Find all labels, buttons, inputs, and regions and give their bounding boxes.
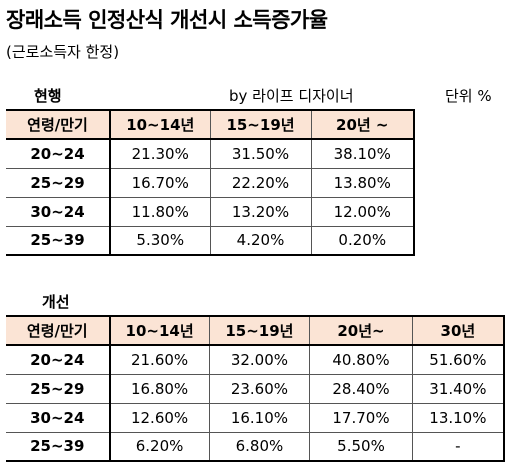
table-cell: 23.60% — [208, 374, 310, 403]
page-subtitle: (근로소득자 한정) — [6, 43, 120, 61]
table-row: 20~24 21.30% 31.50% 38.10% — [6, 139, 415, 168]
current-section-label: 현행 — [34, 87, 62, 105]
header-cell: 연령/만기 — [6, 110, 111, 139]
table-cell: 28.40% — [309, 374, 413, 403]
header-cell: 10~14년 — [109, 316, 210, 345]
table-cell: 32.00% — [208, 345, 310, 374]
table-cell: 13.10% — [411, 403, 505, 432]
row-label: 20~24 — [6, 345, 111, 374]
table-cell: - — [411, 432, 505, 461]
table-cell: 4.20% — [209, 226, 311, 255]
byline: by 라이프 디자이너 — [229, 87, 354, 105]
table-cell: 16.70% — [131, 173, 189, 192]
row-label: 25~39 — [6, 432, 111, 461]
table-row: 25~39 6.20% 6.80% 5.50% - — [6, 432, 505, 461]
header-cell: 10~14년 — [110, 110, 210, 139]
unit-label: 단위 % — [445, 87, 492, 105]
table-cell: 12.00% — [310, 197, 415, 226]
table-row: 25~29 16.80% 23.60% 28.40% 31.40% — [6, 374, 505, 403]
table-row: 20~24 21.60% 32.00% 40.80% 51.60% — [6, 345, 505, 374]
table-cell: 11.80% — [131, 202, 189, 221]
row-label: 25~39 — [6, 226, 111, 255]
row-label: 30~24 — [6, 403, 111, 432]
table-row: 30~24 12.60% 16.10% 17.70% 13.10% — [6, 403, 505, 432]
table-cell: 6.80% — [208, 432, 310, 461]
table-cell: 6.20% — [135, 437, 184, 456]
table-cell: 0.20% — [310, 226, 415, 255]
table-cell: 13.80% — [310, 168, 415, 197]
row-label: 20~24 — [6, 139, 111, 168]
row-label: 25~29 — [6, 168, 111, 197]
header-cell: 연령/만기 — [6, 316, 111, 345]
row-label: 30~24 — [6, 197, 111, 226]
table-cell: 22.20% — [209, 168, 311, 197]
table-cell: 31.50% — [209, 139, 311, 168]
table-cell: 12.60% — [130, 408, 189, 427]
current-rate-table: 연령/만기 10~14년 15~19년 20년 ~ 20~24 21.30% 3… — [6, 109, 415, 256]
table-row: 30~24 11.80% 13.20% 12.00% — [6, 197, 415, 226]
table-row: 25~29 16.70% 22.20% 13.80% — [6, 168, 415, 197]
header-cell: 20년~ — [309, 316, 413, 345]
improved-rate-table: 연령/만기 10~14년 15~19년 20년~ 30년 20~24 21.60… — [6, 315, 505, 462]
table-cell: 21.60% — [130, 350, 189, 369]
table-row: 25~39 5.30% 4.20% 0.20% — [6, 226, 415, 255]
table-cell: 16.80% — [130, 379, 189, 398]
table-cell: 13.20% — [209, 197, 311, 226]
table-cell: 17.70% — [309, 403, 413, 432]
table-cell: 31.40% — [411, 374, 505, 403]
table-cell: 38.10% — [310, 139, 415, 168]
table-cell: 5.30% — [136, 231, 185, 250]
table-cell: 21.30% — [131, 144, 189, 163]
table-cell: 40.80% — [309, 345, 413, 374]
table-header-row: 연령/만기 10~14년 15~19년 20년~ 30년 — [6, 316, 505, 345]
improved-section-label: 개선 — [42, 293, 70, 311]
header-cell: 15~19년 — [209, 110, 311, 139]
table-cell: 5.50% — [309, 432, 413, 461]
header-cell: 15~19년 — [208, 316, 310, 345]
page-title: 장래소득 인정산식 개선시 소득증가율 — [6, 8, 328, 32]
table-cell: 16.10% — [208, 403, 310, 432]
row-label: 25~29 — [6, 374, 111, 403]
header-cell: 30년 — [411, 316, 505, 345]
header-cell: 20년 ~ — [310, 110, 415, 139]
table-header-row: 연령/만기 10~14년 15~19년 20년 ~ — [6, 110, 415, 139]
table-cell: 51.60% — [411, 345, 505, 374]
